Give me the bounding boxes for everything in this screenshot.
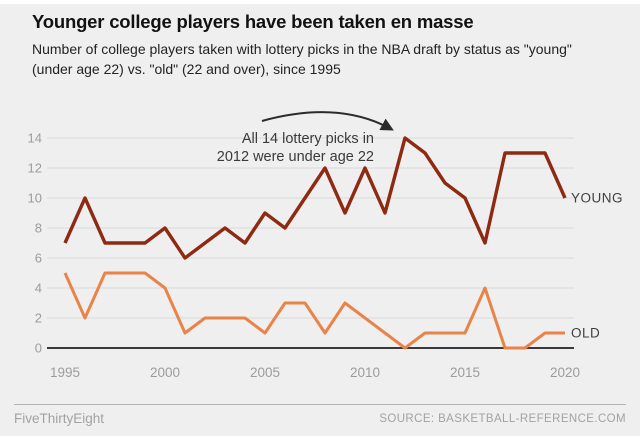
footer-brand: FiveThirtyEight [14, 411, 105, 426]
old-series-label: OLD [571, 326, 600, 341]
young-line [63, 136, 567, 260]
annotation-arrow [261, 111, 394, 131]
y-tick-label: 2 [35, 311, 42, 326]
annotation-text: All 14 lottery picks in [242, 131, 374, 147]
annotation-text: 2012 were under age 22 [217, 149, 374, 165]
grid-layer [47, 137, 574, 349]
y-tick-label: 8 [35, 221, 42, 236]
footer-divider [14, 404, 626, 405]
y-tick-label: 6 [35, 251, 42, 266]
y-tick-label: 0 [35, 341, 42, 356]
y-tick-label: 14 [28, 131, 42, 146]
x-tick-label: 2015 [450, 365, 480, 380]
y-tick-label: 4 [35, 281, 42, 296]
chart-subtitle: Number of college players taken with lot… [32, 41, 572, 78]
series-layer: YOUNG OLD [63, 136, 623, 350]
chart-title: Younger college players have been taken … [32, 11, 474, 32]
x-tick-label: 2000 [150, 365, 180, 380]
footer-source: SOURCE: BASKETBALL-REFERENCE.COM [379, 413, 626, 425]
x-tick-label: 1995 [50, 365, 80, 380]
tick-layer: 0 2 4 6 8 10 12 14 1995 2000 2005 2010 2015 2020 [28, 131, 580, 381]
young-series-label: YOUNG [571, 191, 623, 206]
y-tick-label: 12 [28, 161, 42, 176]
top-edge [0, 0, 640, 4]
x-tick-label: 2020 [550, 365, 580, 380]
y-tick-label: 10 [28, 191, 42, 206]
annotation-layer: All 14 lottery picks in 2012 were under a… [217, 111, 394, 165]
old-line [63, 271, 565, 350]
x-tick-label: 2010 [350, 365, 380, 380]
x-tick-label: 2005 [250, 365, 280, 380]
